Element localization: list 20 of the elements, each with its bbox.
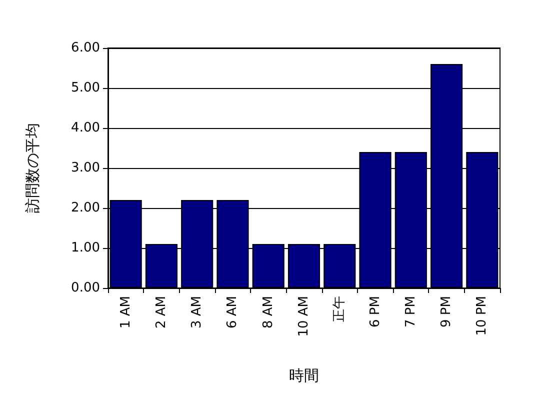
y-tick-label: 1.00 [71,240,100,256]
x-axis-title: 時間 [289,366,319,384]
x-tick-label: 1 AM [118,296,134,329]
x-tick-label: 3 AM [190,296,205,329]
x-tick-label: 10 PM [474,296,490,336]
x-tick-label: 2 AM [154,296,169,329]
x-tick-label: 8 AM [260,296,276,329]
x-tick-label: 正午 [332,296,348,322]
y-tick-label: 0.00 [71,280,100,296]
x-tick-label: 6 PM [368,296,383,328]
y-tick-label: 5.00 [71,80,100,96]
y-tick-label: 4.00 [71,120,100,136]
x-tick-label: 9 PM [439,296,454,328]
x-tick-label: 10 AM [296,296,312,337]
x-tick-label: 7 PM [403,296,418,328]
y-tick-label: 2.00 [71,200,100,216]
y-tick-label: 3.00 [71,160,100,176]
y-axis-title: 訪問数の平均 [24,123,42,213]
x-tick-label: 6 AM [225,296,240,329]
y-tick-label: 6.00 [71,40,100,56]
